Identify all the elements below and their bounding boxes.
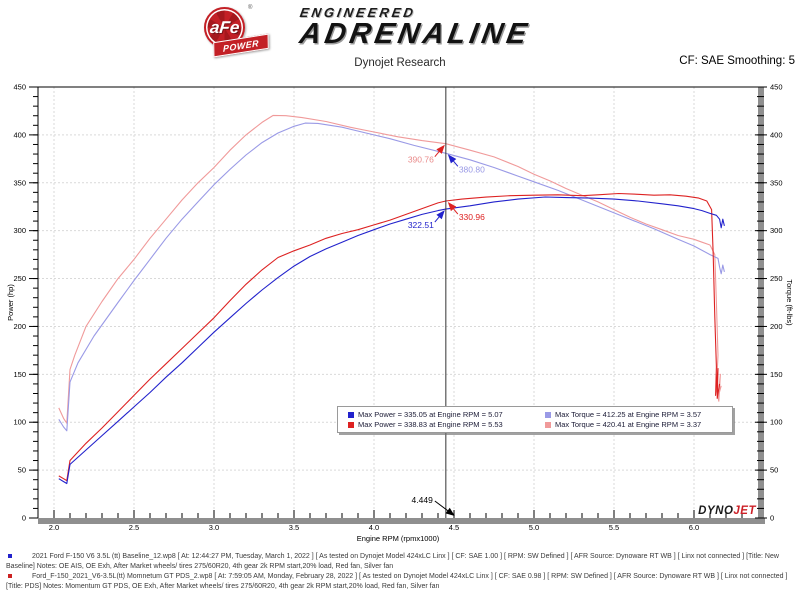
chart-text: 400: [13, 130, 26, 139]
run-info-modified: Ford_F-150_2021_V6-3.5L(tt) Momnetum GT …: [0, 572, 800, 592]
cursor-annotation-380.80: [447, 154, 459, 167]
x-axis-bar: [38, 518, 765, 524]
chart-text: 0: [770, 514, 774, 523]
right-axis-bar: [758, 87, 764, 524]
rpm-axis-label: Engine RPM (rpmx1000): [357, 534, 440, 543]
chart-text: 2.5: [129, 523, 139, 532]
legend-swatch-icon: [348, 411, 354, 418]
chart-text: 50: [770, 466, 778, 475]
afe-adrenaline-logo: aFe ® POWER ENGINEERED ADRENALINE: [196, 3, 606, 58]
dyno-chart-plot[interactable]: 2.0 2.5 3.0 3.5 4.0 4.5 5.0 5.5 6.0 0 0 50 50 100 100 1…: [0, 0, 800, 552]
chart-text: 4.5: [449, 523, 459, 532]
torque-axis-label: Torque (ft-lbs): [785, 279, 794, 326]
chart-text: 3.0: [209, 523, 219, 532]
chart-text: 450: [13, 83, 26, 92]
chart-text: 150: [13, 370, 26, 379]
axis-ticks: [29, 86, 767, 519]
run-bullet-red: [8, 574, 12, 578]
legend-swatch-icon: [545, 421, 551, 428]
legend-entry: Max Power = 335.05 at Engine RPM = 5.07: [348, 410, 543, 419]
cursor-annotation-322.51: [434, 210, 445, 223]
legend-swatch-icon: [348, 421, 354, 428]
chart-text: 350: [13, 178, 26, 187]
chart-text: 330.96: [459, 212, 485, 222]
legend-entry-label: Max Torque = 420.41 at Engine RPM = 3.37: [555, 420, 702, 429]
series-torque-baseline: [58, 122, 725, 432]
chart-text: 350: [770, 178, 783, 187]
chart-text: 2.0: [49, 523, 59, 532]
chart-text: 0: [22, 514, 26, 523]
run-info-text: Ford_F-150_2021_V6-3.5L(tt) Momnetum GT …: [6, 573, 788, 590]
legend-entry-label: Max Torque = 412.25 at Engine RPM = 3.57: [555, 410, 702, 419]
chart-text: 150: [770, 370, 783, 379]
power-axis-label: Power (hp): [6, 284, 15, 321]
run-info-footer: 2021 Ford F-150 V6 3.5L (tt) Baseline_12…: [0, 552, 800, 592]
chart-text: 250: [13, 274, 26, 283]
chart-text: 300: [13, 226, 26, 235]
chart-text: 100: [13, 418, 26, 427]
cursor-rpm-label: [434, 500, 455, 516]
chart-text: 450: [770, 83, 783, 92]
legend-entry-label: Max Power = 338.83 at Engine RPM = 5.53: [358, 420, 503, 429]
legend-entry: Max Torque = 420.41 at Engine RPM = 3.37: [545, 420, 728, 429]
chart-text: 50: [18, 466, 26, 475]
chart-text: 400: [770, 130, 783, 139]
chart-text: 4.449: [412, 495, 434, 505]
gridlines: [38, 87, 758, 518]
chart-text: 200: [13, 322, 26, 331]
chart-text: 3.5: [289, 523, 299, 532]
chart-text: 390.76: [408, 155, 434, 165]
registered-trademark-mark: ®: [248, 5, 253, 11]
chart-text: 200: [770, 322, 783, 331]
legend-swatch-icon: [545, 411, 551, 418]
chart-text: 100: [770, 418, 783, 427]
chart-text: 322.51: [408, 220, 434, 230]
series-torque-modified: [58, 114, 722, 424]
chart-text: 250: [770, 274, 783, 283]
legend-entry: Max Torque = 412.25 at Engine RPM = 3.57: [545, 410, 728, 419]
legend-box: Max Power = 335.05 at Engine RPM = 5.07 M…: [337, 406, 733, 433]
chart-text: 5.0: [529, 523, 539, 532]
legend-entry-label: Max Power = 335.05 at Engine RPM = 5.07: [358, 410, 503, 419]
series-power-modified: [58, 192, 721, 482]
run-info-baseline: 2021 Ford F-150 V6 3.5L (tt) Baseline_12…: [0, 552, 800, 572]
run-bullet-blue: [8, 554, 12, 558]
run-info-text: 2021 Ford F-150 V6 3.5L (tt) Baseline_12…: [6, 553, 779, 570]
chart-text: 380.80: [459, 164, 485, 174]
cursor-annotation-330.96: [447, 202, 459, 215]
chart-text: 6.0: [689, 523, 699, 532]
chart-text: 4.0: [369, 523, 379, 532]
chart-text: 300: [770, 226, 783, 235]
series-power-baseline: [58, 196, 725, 485]
report-title: Dynojet Research: [354, 57, 446, 69]
chart-text: 5.5: [609, 523, 619, 532]
cursor-annotation-390.76: [434, 144, 445, 158]
cf-smoothing-label: CF: SAE Smoothing: 5: [679, 55, 795, 67]
legend-entry: Max Power = 338.83 at Engine RPM = 5.53: [348, 420, 543, 429]
dynojet-watermark: DYNOJET: [698, 505, 756, 517]
